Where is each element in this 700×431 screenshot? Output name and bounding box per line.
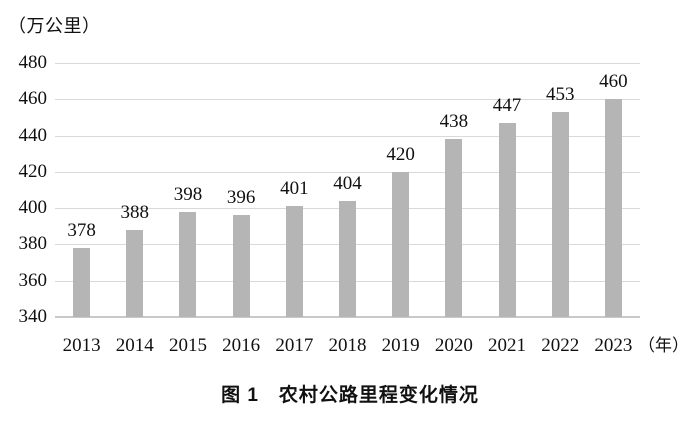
bar-value-label-2013: 378: [67, 220, 96, 242]
y-tick-label-400: 400: [18, 197, 48, 219]
gridline-420: [55, 171, 640, 173]
bar-2018: [339, 200, 356, 317]
y-tick-label-380: 380: [18, 233, 48, 255]
bar-value-label-2023: 460: [599, 71, 628, 93]
y-tick-label-440: 440: [18, 124, 48, 146]
gridline-340: [55, 316, 640, 318]
x-tick-label-2023: 2023: [594, 335, 633, 356]
bar-2013: [73, 248, 91, 317]
bar-2021: [498, 122, 516, 317]
x-tick-label-2014: 2014: [115, 335, 154, 356]
plot-area: 378 388 398 396 401 404 420 438 447 453 460: [55, 63, 640, 318]
x-tick-label-2016: 2016: [222, 335, 261, 356]
bar-value-label-2019: 420: [386, 143, 415, 165]
x-tick-label-2017: 2017: [275, 335, 314, 356]
y-tick-label-360: 360: [18, 269, 48, 291]
x-tick-label-2018: 2018: [328, 335, 367, 356]
x-tick-label-2022: 2022: [541, 335, 580, 356]
bar-2015: [179, 211, 197, 317]
x-tick-label-2021: 2021: [488, 335, 527, 356]
bar-2022: [551, 111, 569, 317]
x-tick-label-2013: 2013: [62, 335, 101, 356]
gridline-480: [55, 63, 640, 64]
bar-value-label-2016: 396: [226, 187, 256, 209]
bar-value-label-2022: 453: [545, 83, 575, 105]
x-tick-label-2020: 2020: [434, 335, 473, 356]
y-tick-label-340: 340: [18, 306, 48, 327]
bar-2020: [445, 139, 463, 317]
gridline-440: [55, 135, 640, 137]
x-axis-unit-label: （年）: [638, 336, 689, 355]
y-tick-label-480: 480: [18, 52, 48, 73]
bar-value-label-2021: 447: [492, 94, 522, 116]
y-tick-label-420: 420: [18, 160, 48, 182]
bar-value-label-2020: 438: [439, 111, 469, 133]
bar-2017: [285, 206, 303, 317]
y-axis-unit-label: （万公里）: [8, 16, 101, 36]
bar-value-label-2017: 401: [280, 178, 309, 200]
bar-2014: [126, 229, 144, 317]
bar-2019: [392, 171, 410, 317]
x-tick-label-2015: 2015: [168, 335, 207, 356]
figure-caption: 图 1 农村公路里程变化情况: [221, 385, 479, 406]
x-tick-label-2019: 2019: [381, 335, 420, 356]
bar-value-label-2014: 388: [120, 201, 150, 223]
gridline-460: [55, 99, 640, 101]
y-tick-label-460: 460: [18, 88, 48, 110]
bar-2023: [604, 99, 622, 317]
bar-2016: [232, 215, 250, 317]
bar-value-label-2015: 398: [173, 183, 203, 205]
bar-value-label-2018: 404: [333, 172, 362, 194]
